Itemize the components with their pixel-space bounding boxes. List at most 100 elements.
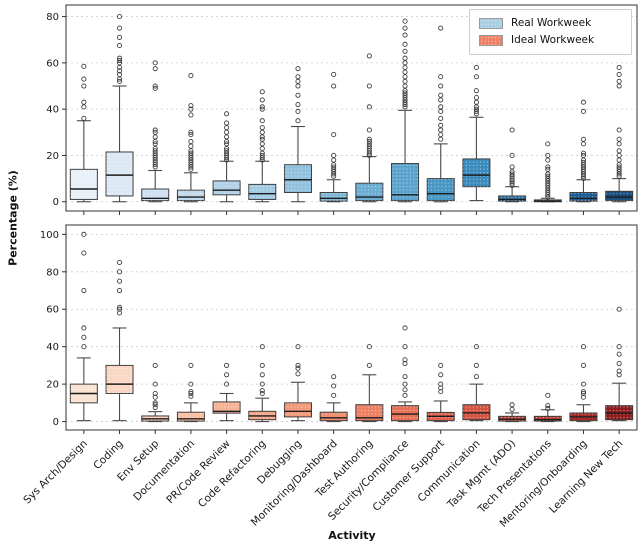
outlier-point [259,118,265,124]
outlier-point [224,125,230,131]
outlier-point [259,136,265,142]
x-tick-label: PR/Code Review [164,437,233,506]
outlier-point [224,148,230,154]
outlier-point [152,129,158,135]
outlier-point [616,64,622,71]
outlier-point [366,104,372,110]
iqr-box-hatch [320,412,348,421]
outlier-point [152,362,158,368]
outlier-point [224,134,230,140]
panel-frame [65,4,638,212]
outlier-point [331,164,337,170]
iqr-box-hatch [462,158,490,187]
box-Code Refactoring [248,344,277,423]
outlier-point [473,88,479,94]
outlier-point [616,360,622,367]
outlier-point [402,74,408,80]
outlier-point [116,71,123,77]
x-tick-label: Coding [91,438,125,472]
outlier-point [295,362,301,368]
y-axis-label: Percentage (%) [6,170,20,266]
iqr-box-hatch [355,404,383,421]
outlier-point [81,287,87,294]
outlier-point [295,108,301,115]
outlier-point [188,143,194,149]
iqr-box-hatch [498,195,526,202]
outlier-point [295,118,301,124]
outlier-point [331,392,337,398]
outlier-point [545,141,551,147]
outlier-point [402,55,408,61]
outlier-point [402,357,408,363]
outlier-point [152,404,158,411]
outlier-point [81,76,87,82]
iqr-box-hatch [177,412,205,422]
box-Sys Arch/Design [69,63,98,203]
outlier-point [295,371,301,377]
outlier-point [259,106,265,112]
outlier-point [116,310,123,316]
outlier-point [366,136,372,142]
outlier-point [545,173,551,179]
outlier-point [438,115,444,121]
outlier-point [402,374,408,380]
outlier-point [366,83,372,89]
box-Monitoring/Dashboard [319,71,348,203]
outlier-point [438,92,444,98]
outlier-point [116,34,123,40]
legend-label-ideal: Ideal Workweek [511,34,595,47]
iqr-box-hatch [355,183,383,201]
box-Env Setup [141,60,170,203]
outlier-point [116,68,123,74]
outlier-point [545,152,551,158]
outlier-point [152,60,158,66]
y-tick-label: 20 [46,380,59,391]
box-PR/Code Review [212,111,241,203]
box-Learning New Tech [605,306,634,422]
outlier-point [116,269,123,275]
outlier-point [259,89,265,95]
outlier-point [152,85,158,91]
iqr-box-hatch [248,184,276,200]
box-PR/Code Review [212,362,241,422]
outlier-point [438,362,444,368]
outlier-point [366,139,372,145]
outlier-point [81,63,87,69]
outlier-point [295,83,301,89]
outlier-point [81,83,87,89]
outlier-point [188,129,194,135]
iqr-box-hatch [106,365,134,394]
outlier-point [188,132,194,138]
box-Coding [105,14,134,203]
outlier-point [616,83,622,89]
iqr-box-hatch [569,192,597,202]
box-Test Authoring [355,344,384,423]
outlier-point [224,111,230,117]
outlier-point [438,83,444,89]
outlier-point [259,141,265,147]
box-Tech Presentations [533,141,562,203]
box-Customer Support [426,25,455,203]
outlier-point [473,99,479,105]
outlier-point [509,152,515,158]
box-Mentoring/Onboarding [569,344,598,423]
outlier-point [545,405,551,412]
iqr-box-hatch [213,180,241,195]
outlier-point [366,344,372,350]
outlier-point [152,148,158,154]
outlier-point [580,344,587,350]
outlier-point [473,374,479,380]
outlier-point [81,104,87,110]
outlier-point [116,42,123,49]
x-tick-label: Code Refactoring [196,438,268,510]
outlier-point [224,129,230,135]
outlier-point [509,127,515,133]
outlier-point [402,360,408,367]
box-Documentation [176,73,205,203]
outlier-point [259,372,265,378]
outlier-point [188,389,194,395]
outlier-point [152,141,158,147]
outlier-point [580,390,587,397]
iqr-box-hatch [177,190,205,201]
